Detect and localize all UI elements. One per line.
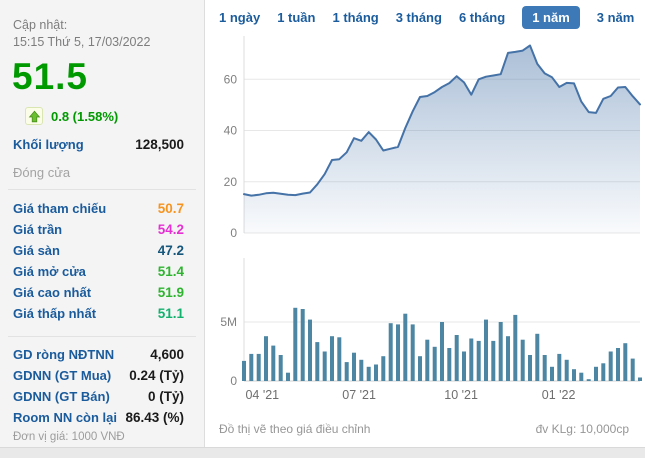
charts-svg[interactable]: 0 20 40 60 0 5M 04 '21 07 '21 10 '21 01 '22 [205,0,645,447]
table-row: GDNN (GT Mua) 0.24 (Tỷ) [13,365,184,386]
svg-text:01 '22: 01 '22 [542,388,576,402]
tab-2[interactable]: 1 tuần [277,10,316,25]
chart-footnote-left: Đồ thị vẽ theo giá điều chỉnh [219,422,371,436]
row-value: 47.2 [157,243,184,258]
volume-label: Khối lượng [13,137,84,152]
table-row: Room NN còn lại 86.43 (%) [13,407,184,428]
row-label: Giá mở cửa [13,264,86,279]
table-row: Giá trần 54.2 [13,219,184,240]
close-section-label: Đóng cửa [13,165,71,180]
tab-3[interactable]: 1 tháng [332,10,379,25]
svg-text:0: 0 [230,226,237,240]
table-row: GD ròng NĐTNN 4,600 [13,344,184,365]
tab-5[interactable]: 6 tháng [458,10,506,25]
table-row: Giá sàn 47.2 [13,240,184,261]
volume-value: 128,500 [135,137,184,152]
chart-footnote-right: đv KLg: 10,000cp [535,422,629,436]
svg-text:5M: 5M [220,315,237,329]
sidebar: Cập nhật: 15:15 Thứ 5, 17/03/2022 51.5 0… [0,0,205,447]
row-label: Giá sàn [13,243,60,258]
update-label: Cập nhật: [13,18,68,32]
volume-row: Khối lượng 128,500 [13,137,184,152]
up-arrow-icon [25,107,43,125]
tab-7[interactable]: 3 năm [596,10,635,25]
update-time: Cập nhật: 15:15 Thứ 5, 17/03/2022 [13,17,150,51]
svg-text:0: 0 [230,374,237,388]
current-price: 51.5 [12,56,89,97]
price-rows: Giá tham chiếu 50.7 Giá trần 54.2 Giá sàn 47.… [13,198,184,324]
row-value: 51.4 [157,264,184,279]
row-label: GDNN (GT Mua) [13,368,112,383]
svg-text:04 '21: 04 '21 [245,388,279,402]
price-change: 0.8 (1.58%) [51,108,119,124]
row-value: 51.1 [157,306,184,321]
divider [8,336,196,337]
svg-text:40: 40 [224,124,238,138]
svg-text:10 '21: 10 '21 [444,388,478,402]
table-row: GDNN (GT Bán) 0 (Tỷ) [13,386,184,407]
bottom-bar [0,447,645,458]
row-value: 86.43 (%) [125,410,184,425]
row-value: 4,600 [150,347,184,362]
divider [8,189,196,190]
volume-chart: 0 5M 04 '21 07 '21 10 '21 01 '22 [220,258,642,402]
row-value: 51.9 [157,285,184,300]
tab-6[interactable]: 1 năm [522,6,580,29]
row-label: GD ròng NĐTNN [13,347,115,362]
row-value: 0.24 (Tỷ) [129,368,184,383]
row-label: Giá trần [13,222,63,237]
tab-4[interactable]: 3 tháng [395,10,442,25]
tab-1[interactable]: 1 ngày [219,10,261,25]
table-row: Giá thấp nhất 51.1 [13,303,184,324]
price-chart: 0 20 40 60 [224,36,641,240]
row-label: Giá thấp nhất [13,306,97,321]
unit-note: Đơn vị giá: 1000 VNĐ [13,431,125,443]
row-value: 50.7 [157,201,184,216]
update-value: 15:15 Thứ 5, 17/03/2022 [13,34,151,49]
row-label: Giá cao nhất [13,285,92,300]
tab-bar: 1 ngày 1 tuần 1 tháng 3 tháng 6 tháng 1 năm 3 … [219,6,645,29]
svg-text:07 '21: 07 '21 [342,388,376,402]
row-label: Giá tham chiếu [13,201,107,216]
table-row: Giá mở cửa 51.4 [13,261,184,282]
foreign-rows: GD ròng NĐTNN 4,600 GDNN (GT Mua) 0.24 (Tỷ)… [13,344,184,428]
row-value: 0 (Tỷ) [147,389,184,404]
price-change-row: 0.8 (1.58%) [25,107,118,125]
row-value: 54.2 [157,222,184,237]
svg-text:60: 60 [224,72,238,86]
row-label: Room NN còn lại [13,410,118,425]
table-row: Giá cao nhất 51.9 [13,282,184,303]
row-label: GDNN (GT Bán) [13,389,110,404]
svg-text:20: 20 [224,175,238,189]
table-row: Giá tham chiếu 50.7 [13,198,184,219]
